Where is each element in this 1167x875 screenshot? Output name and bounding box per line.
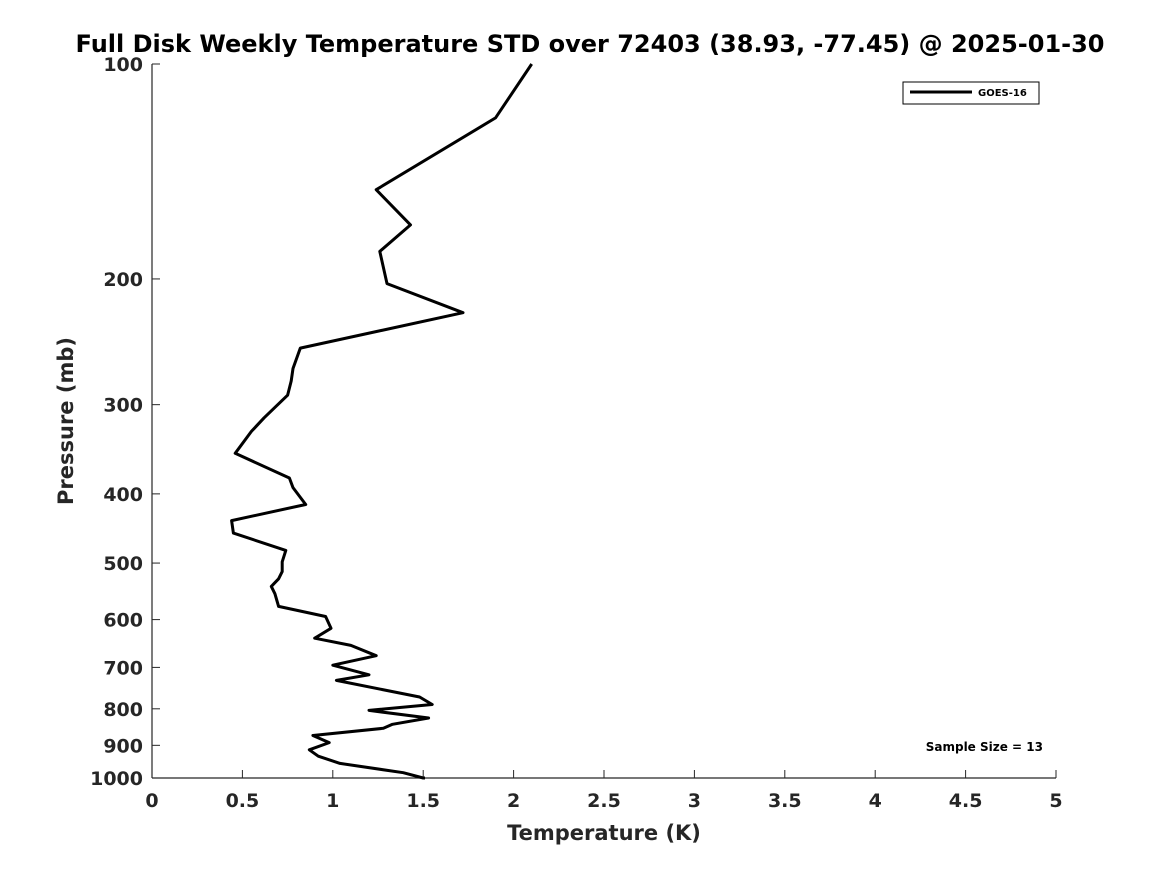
y-axis-label: Pressure (mb)	[54, 337, 78, 505]
x-tick-label: 2.5	[587, 790, 621, 812]
x-tick-label: 4.5	[949, 790, 983, 812]
y-tick-label: 600	[103, 610, 143, 632]
x-tick-label: 0.5	[226, 790, 260, 812]
y-tick-label: 1000	[90, 768, 143, 790]
y-tick-label: 100	[103, 54, 143, 76]
y-tick-label: 200	[103, 269, 143, 291]
x-tick-label: 4	[869, 790, 882, 812]
x-tick-label: 3.5	[768, 790, 802, 812]
x-axis-ticks: 0 0.5 1 1.5 2 2.5 3 3.5 4 4.5 5	[145, 770, 1063, 812]
sample-size-annotation: Sample Size = 13	[926, 740, 1043, 754]
legend-label-goes-16: GOES-16	[978, 88, 1027, 99]
legend: GOES-16	[902, 81, 1040, 105]
x-tick-label: 1.5	[406, 790, 440, 812]
series-line-goes-16	[230, 63, 533, 780]
x-tick-label: 3	[688, 790, 701, 812]
x-tick-label: 5	[1049, 790, 1062, 812]
x-tick-label: 0	[145, 790, 158, 812]
y-tick-label: 700	[103, 657, 143, 679]
y-tick-label: 800	[103, 699, 143, 721]
chart-title: Full Disk Weekly Temperature STD over 72…	[76, 30, 1105, 58]
x-tick-label: 2	[507, 790, 520, 812]
series-layer	[230, 63, 533, 780]
y-tick-label: 900	[103, 735, 143, 757]
y-tick-label: 300	[103, 395, 143, 417]
x-axis-label: Temperature (K)	[507, 821, 701, 845]
y-tick-label: 400	[103, 484, 143, 506]
x-tick-label: 1	[326, 790, 339, 812]
y-tick-label: 500	[103, 553, 143, 575]
y-axis-ticks: 100 200 300 400 500 600 700 800 900 1000	[90, 54, 160, 790]
